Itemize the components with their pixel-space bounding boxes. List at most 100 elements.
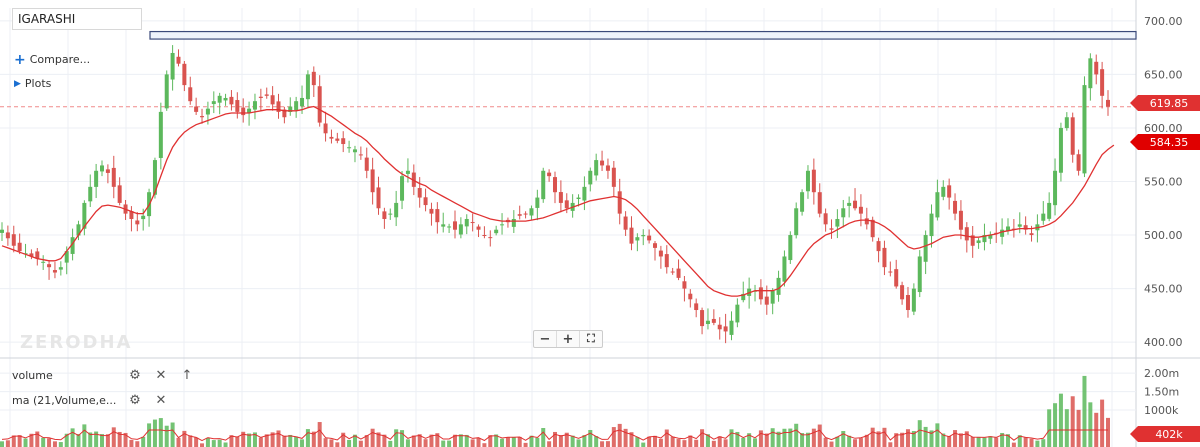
candle-body (876, 241, 881, 252)
symbol-title: IGARASHI (12, 8, 142, 30)
candle-body (1088, 58, 1093, 89)
volume-bar (405, 439, 410, 447)
plots-label: Plots (24, 77, 52, 90)
volume-bar (364, 435, 369, 447)
candle-body (205, 108, 210, 115)
volume-bar (700, 429, 705, 447)
candle-body (764, 296, 769, 305)
volume-bar (247, 433, 252, 447)
volume-bar (494, 434, 499, 447)
volume-bar (458, 434, 463, 447)
volume-bar (929, 430, 934, 447)
volume-bar (282, 435, 287, 447)
candle-body (517, 214, 522, 216)
candle-body (1053, 170, 1058, 206)
volume-bar (753, 438, 758, 447)
volume-bar (117, 431, 122, 447)
zoom-in-button[interactable]: + (557, 331, 580, 347)
candle-body (658, 250, 663, 257)
zoom-out-button[interactable]: − (534, 331, 557, 347)
volume-bar (329, 439, 334, 447)
compare-button[interactable]: + Compare... (14, 53, 91, 67)
volume-bar (211, 440, 216, 447)
play-icon: ▶ (14, 78, 21, 89)
fullscreen-button[interactable]: ⛶ (587, 332, 595, 345)
indicator-ma[interactable]: ma (21,Volume,e... ⚙ ✕ (12, 393, 174, 408)
candle-body (882, 247, 887, 268)
candle-body (982, 235, 987, 243)
volume-bar (664, 429, 669, 447)
volume-tick-label: 1.50m (1144, 386, 1179, 399)
volume-bar (894, 433, 899, 447)
candle-body (1029, 233, 1034, 236)
volume-bar (1106, 417, 1110, 447)
arrow-up-icon[interactable]: ↑ (181, 368, 193, 383)
volume-bar (647, 436, 652, 447)
candle-body (1100, 69, 1105, 96)
candle-body (470, 222, 475, 224)
volume-bar (964, 431, 969, 447)
volume-bar (505, 437, 510, 447)
candle-body (494, 229, 499, 234)
volume-bar (747, 433, 752, 447)
candle-body (741, 293, 746, 301)
volume-bar (758, 430, 763, 447)
candle-body (352, 149, 357, 153)
candle-body (52, 270, 57, 273)
plots-button[interactable]: ▶ Plots (14, 77, 51, 90)
volume-bar (58, 442, 63, 447)
candle-body (417, 188, 422, 198)
candle-body (929, 213, 934, 237)
volume-bar (658, 438, 663, 447)
volume-bar (423, 439, 428, 447)
volume-bar (194, 437, 199, 447)
volume-bar (811, 428, 816, 447)
candle-body (35, 251, 40, 259)
gear-icon[interactable]: ⚙ (129, 368, 141, 383)
candle-body (970, 235, 975, 246)
candle-body (441, 224, 446, 227)
volume-bar (358, 440, 363, 447)
volume-tick-label: 2.00m (1144, 367, 1179, 380)
candle-body (88, 186, 93, 202)
candle-body (358, 154, 363, 156)
candle-body (500, 224, 505, 226)
volume-bar (1088, 402, 1093, 447)
candle-body (711, 318, 716, 323)
indicator-volume[interactable]: volume ⚙ ✕ ↑ (12, 368, 200, 383)
volume-bar (52, 441, 57, 447)
candle-body (194, 106, 199, 112)
candle-body (564, 200, 569, 209)
close-icon[interactable]: ✕ (155, 368, 167, 383)
candle-body (811, 169, 816, 193)
candle-body (464, 218, 469, 227)
candle-body (594, 160, 599, 176)
candle-body (935, 192, 940, 218)
candle-body (435, 209, 440, 223)
candle-body (394, 202, 399, 218)
candle-body (529, 208, 534, 216)
volume-bar (223, 442, 228, 447)
volume-bar (535, 437, 540, 447)
last-price-tag: 619.85 (1130, 95, 1200, 111)
candle-body (976, 240, 981, 244)
candle-body (758, 287, 763, 300)
indicator-label: ma (21,Volume,e... (12, 394, 117, 407)
volume-bar (670, 436, 675, 447)
volume-bar (47, 438, 52, 447)
candle-body (723, 326, 728, 332)
volume-bar (158, 418, 163, 447)
volume-bar (264, 434, 269, 447)
close-icon[interactable]: ✕ (155, 393, 167, 408)
volume-bar (1023, 437, 1028, 447)
volume-bar (994, 437, 999, 447)
compare-label: Compare... (29, 53, 91, 66)
volume-bar (11, 435, 16, 447)
candle-body (111, 167, 116, 187)
candle-body (1023, 225, 1028, 230)
volume-bar (617, 423, 622, 447)
gear-icon[interactable]: ⚙ (129, 393, 141, 408)
volume-bar (958, 433, 963, 447)
volume-bar (817, 424, 822, 447)
